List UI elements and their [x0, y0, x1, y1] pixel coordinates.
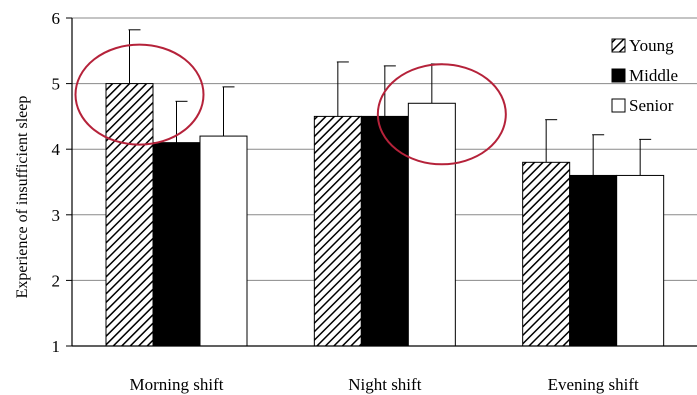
bars	[105, 83, 665, 347]
axes	[71, 18, 697, 347]
legend: Young Middle Senior	[611, 36, 678, 115]
legend-label-young: Young	[629, 36, 674, 55]
legend-swatch-middle	[611, 68, 626, 83]
highlight-circle	[74, 43, 205, 146]
bar-senior	[407, 102, 456, 347]
legend-label-middle: Middle	[629, 66, 678, 85]
category-labels: Morning shift Night shift Evening shift	[130, 375, 639, 394]
y-tick-label: 1	[52, 337, 61, 356]
bar-middle	[152, 142, 201, 347]
y-tick-label: 3	[52, 206, 61, 225]
bar-young	[522, 161, 571, 347]
bar-young	[313, 115, 362, 347]
category-label: Night shift	[348, 375, 421, 394]
y-tick-labels: 1 2 3 4 5 6	[52, 9, 61, 356]
category-label: Evening shift	[548, 375, 639, 394]
y-tick-label: 5	[52, 75, 61, 94]
bar-middle	[360, 115, 409, 347]
bar-young	[105, 83, 154, 347]
legend-swatch-young	[611, 38, 626, 53]
y-tick-label: 2	[52, 271, 61, 290]
highlight-circles	[74, 43, 507, 166]
bar-senior	[199, 135, 248, 347]
y-tick-label: 4	[52, 140, 61, 159]
bar-middle	[569, 174, 618, 347]
bar-senior	[616, 174, 665, 347]
category-label: Morning shift	[130, 375, 224, 394]
legend-label-senior: Senior	[629, 96, 674, 115]
y-tick-label: 6	[52, 9, 61, 28]
y-axis-label: Experience of insufficient sleep	[14, 96, 31, 299]
legend-swatch-senior	[611, 98, 626, 113]
highlight-circle	[376, 63, 507, 166]
